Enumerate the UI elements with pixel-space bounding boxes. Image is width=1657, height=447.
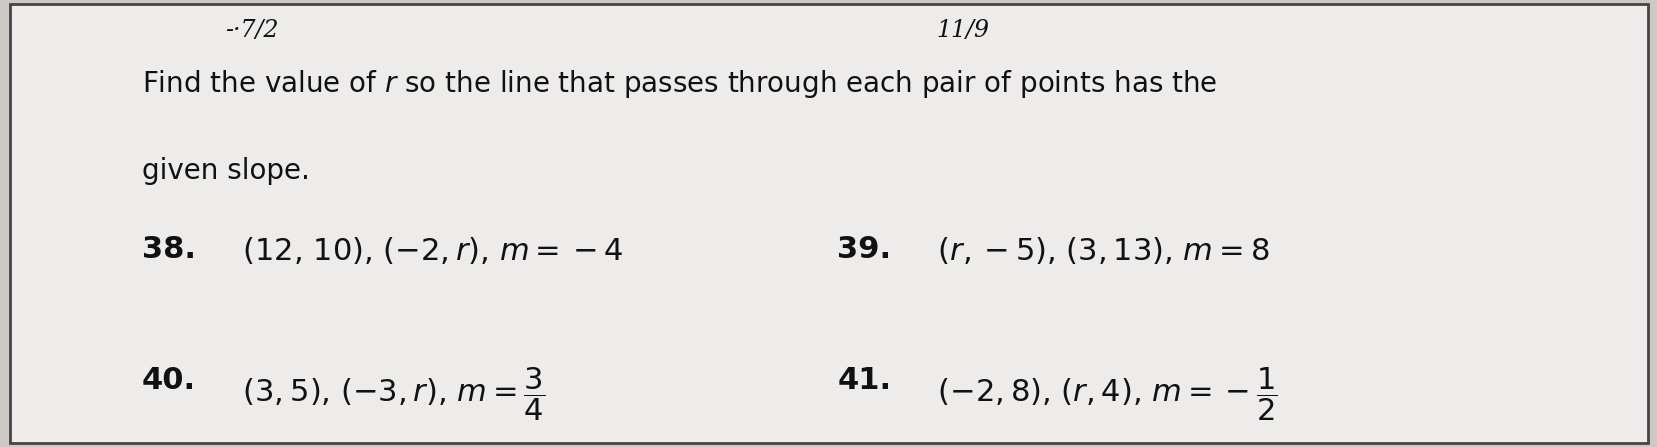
- Text: -·7/2: -·7/2: [225, 19, 278, 42]
- FancyBboxPatch shape: [10, 4, 1647, 443]
- Text: 39.: 39.: [837, 235, 891, 264]
- Text: $(3, 5)$, $(-3, r)$, $m = \dfrac{3}{4}$: $(3, 5)$, $(-3, r)$, $m = \dfrac{3}{4}$: [234, 366, 545, 423]
- Text: 41.: 41.: [837, 366, 891, 395]
- Text: given slope.: given slope.: [143, 157, 310, 185]
- Text: 11/9: 11/9: [936, 19, 989, 42]
- Text: Find the value of $r$ so the line that passes through each pair of points has th: Find the value of $r$ so the line that p…: [143, 68, 1216, 100]
- Text: $(-2, 8)$, $(r, 4)$, $m = -\dfrac{1}{2}$: $(-2, 8)$, $(r, 4)$, $m = -\dfrac{1}{2}$: [928, 366, 1278, 423]
- Text: 40.: 40.: [143, 366, 196, 395]
- Text: 38.: 38.: [143, 235, 196, 264]
- Text: (12, 10), $(-2, r)$, $m = -4$: (12, 10), $(-2, r)$, $m = -4$: [234, 235, 623, 266]
- Text: $(r, -5)$, $(3, 13)$, $m = 8$: $(r, -5)$, $(3, 13)$, $m = 8$: [928, 235, 1269, 266]
